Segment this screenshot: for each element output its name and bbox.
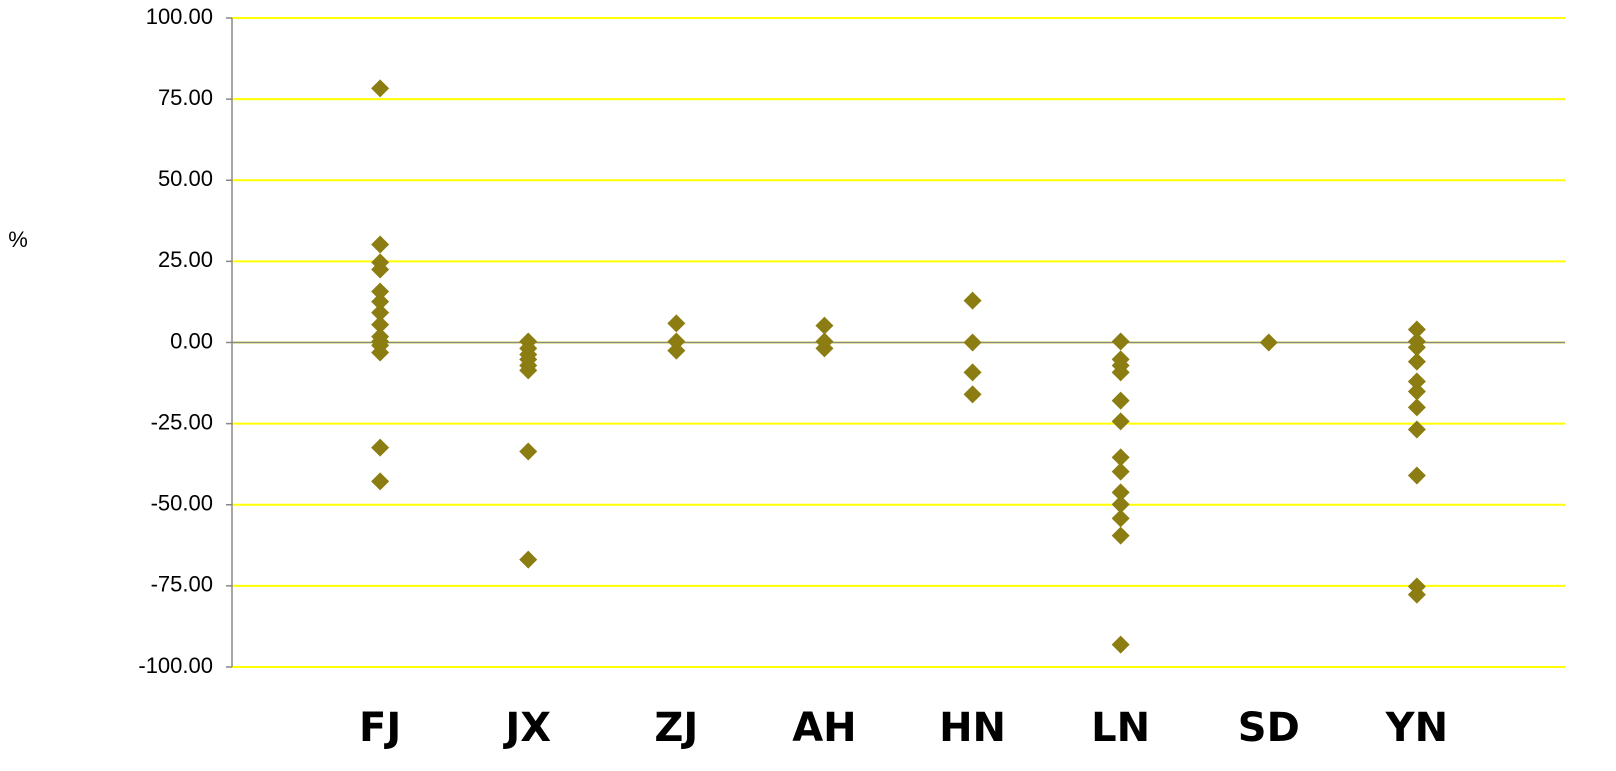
y-tick-label: 50.00 [158,166,213,191]
point [371,343,390,362]
x-tick-label: LN [1091,705,1150,751]
y-tick-label: -75.00 [151,572,213,597]
x-tick-label: FJ [359,705,401,751]
point [1407,398,1426,417]
point [1111,635,1130,654]
x-tick-label: HN [939,705,1006,751]
point [1407,338,1426,357]
point [1111,448,1130,467]
x-tick-label: YN [1385,705,1448,751]
y-tick-label: 25.00 [158,247,213,272]
point [667,314,686,333]
point [371,472,390,491]
point [1407,466,1426,485]
point [1407,372,1426,391]
point [371,260,390,279]
point [1259,333,1278,352]
y-tick-label: 0.00 [170,328,213,353]
point [815,316,834,335]
point [371,235,390,254]
point [963,363,982,382]
point [1111,495,1130,514]
point [371,303,390,322]
point [1111,509,1130,528]
point [1111,462,1130,481]
point [1407,420,1426,439]
y-tick-label: 100.00 [146,4,213,29]
point [371,438,390,457]
point [371,315,390,334]
point [371,292,390,311]
point [1111,391,1130,410]
point [667,332,686,351]
point [1407,585,1426,604]
point [371,79,390,98]
point [1407,320,1426,339]
y-tick-label: 75.00 [158,85,213,110]
point [1111,412,1130,431]
x-tick-label: JX [502,705,551,751]
y-axis-label: % [8,227,28,252]
point [1111,363,1130,382]
x-tick-label: AH [792,705,856,751]
point [1111,332,1130,351]
point [519,550,538,569]
point [519,361,538,380]
x-tick-label: SD [1238,705,1300,751]
point [667,341,686,360]
point [371,282,390,301]
point [1407,382,1426,401]
y-tick-label: -50.00 [151,491,213,516]
y-tick-label: -25.00 [151,409,213,434]
point [519,442,538,461]
point [1407,352,1426,371]
point [1111,526,1130,545]
point [1111,483,1130,502]
point [963,385,982,404]
y-tick-label: -100.00 [138,653,213,678]
x-tick-label: ZJ [654,705,698,751]
point [815,339,834,358]
point [963,333,982,352]
point [963,291,982,310]
